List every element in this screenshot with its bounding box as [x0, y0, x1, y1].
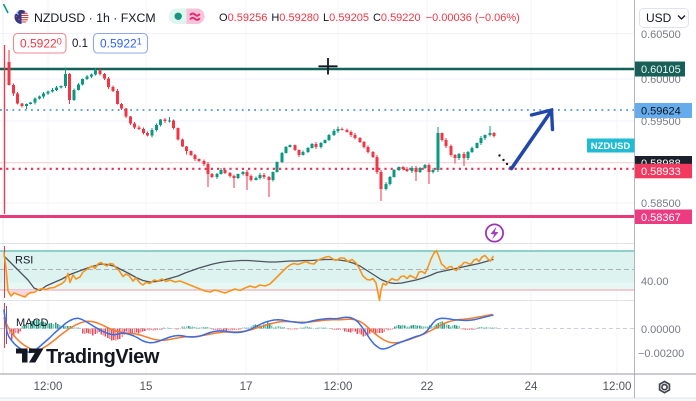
- svg-text:MACD: MACD: [16, 317, 48, 329]
- svg-text:0.60000: 0.60000: [641, 74, 681, 86]
- svg-text:NZDUSD · 1h · FXCM: NZDUSD · 1h · FXCM: [34, 11, 156, 25]
- svg-text:0.58500: 0.58500: [641, 198, 681, 210]
- svg-text:12:00: 12:00: [324, 381, 353, 393]
- svg-text:12:00: 12:00: [603, 381, 632, 393]
- svg-text:−0.00200: −0.00200: [638, 348, 684, 360]
- svg-text:24: 24: [525, 381, 538, 393]
- svg-text:USD: USD: [646, 11, 672, 25]
- svg-text:17: 17: [240, 381, 253, 393]
- svg-text:TradingView: TradingView: [46, 346, 160, 368]
- svg-text:0.58367: 0.58367: [641, 212, 681, 224]
- svg-text:0.60500: 0.60500: [641, 29, 681, 41]
- svg-text:0.00000: 0.00000: [641, 324, 681, 336]
- svg-text:RSI: RSI: [15, 255, 33, 267]
- svg-text:0.60105: 0.60105: [641, 64, 681, 76]
- svg-text:0.1: 0.1: [72, 38, 88, 50]
- svg-text:0.59220: 0.59220: [20, 37, 62, 51]
- svg-text:15: 15: [140, 381, 153, 393]
- svg-text:0.59500: 0.59500: [641, 116, 681, 128]
- svg-text:22: 22: [421, 381, 434, 393]
- svg-text:0.59624: 0.59624: [641, 106, 681, 118]
- svg-text:0.58933: 0.58933: [641, 166, 681, 178]
- svg-text:0.59221: 0.59221: [100, 37, 142, 51]
- svg-text:12:00: 12:00: [34, 381, 63, 393]
- svg-text:40.00: 40.00: [641, 276, 669, 288]
- svg-text:NZDUSD: NZDUSD: [591, 141, 631, 152]
